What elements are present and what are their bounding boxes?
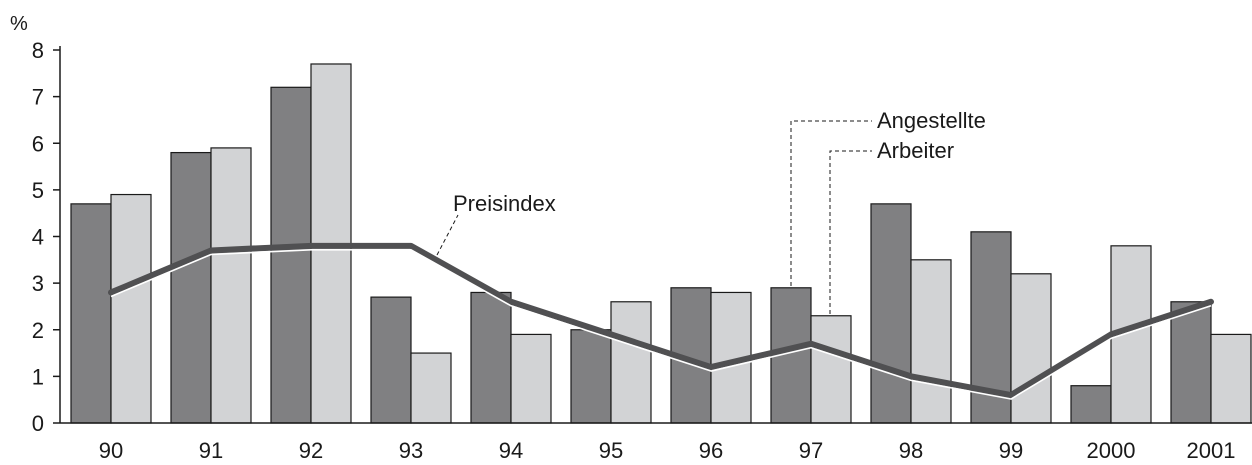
- bar-angestellte-95: [570, 329, 612, 424]
- angestellte-leader: [790, 120, 872, 286]
- x-tick-label: 97: [799, 438, 823, 463]
- x-tick-label: 2001: [1187, 438, 1236, 463]
- preisindex-line-highlight: [110, 249, 1212, 400]
- bar-angestellte-2000: [1070, 385, 1112, 424]
- x-tick-label: 93: [399, 438, 423, 463]
- x-tick-label: 95: [599, 438, 623, 463]
- x-tick-label: 96: [699, 438, 723, 463]
- bar-angestellte-91: [170, 151, 212, 424]
- bar-arbeiter-99: [1010, 273, 1052, 424]
- y-tick-label: 6: [32, 131, 44, 156]
- bar-arbeiter-91: [210, 147, 252, 424]
- bar-arbeiter-98: [910, 259, 952, 424]
- bar-angestellte-90: [70, 203, 112, 424]
- bar-arbeiter-95: [610, 301, 652, 424]
- y-tick-label: 8: [32, 38, 44, 63]
- bar-arbeiter-93: [410, 352, 452, 424]
- annotations: Angestellte Arbeiter Preisindex: [436, 108, 986, 314]
- y-tick-label: 5: [32, 178, 44, 203]
- y-tick-label: 7: [32, 85, 44, 110]
- y-unit-label: %: [10, 13, 28, 35]
- y-axis: 0 1 2 3 4 5 6 7 8: [32, 38, 61, 436]
- x-tick-label: 91: [199, 438, 223, 463]
- preisindex-line-stroke: [108, 242, 1214, 399]
- preisindex-leader: [436, 214, 459, 256]
- y-tick-label: 1: [32, 364, 44, 389]
- y-tick-label: 2: [32, 318, 44, 343]
- bar-arbeiter-94: [510, 333, 552, 424]
- x-tick-label: 2000: [1087, 438, 1136, 463]
- y-tick-label: 4: [32, 225, 44, 250]
- bar-angestellte-2001: [1170, 301, 1212, 424]
- y-tick-label: 0: [32, 411, 44, 436]
- angestellte-label: Angestellte: [877, 108, 986, 133]
- arbeiter-label: Arbeiter: [877, 138, 954, 163]
- x-tick-label: 94: [499, 438, 523, 463]
- bar-arbeiter-2001: [1210, 333, 1252, 424]
- x-tick-label: 90: [99, 438, 123, 463]
- x-tick-label: 92: [299, 438, 323, 463]
- bar-angestellte-93: [370, 296, 412, 424]
- preisindex-line: [108, 242, 1214, 400]
- bar-angestellte-94: [470, 291, 512, 424]
- x-tick-label: 98: [899, 438, 923, 463]
- bar-arbeiter-97: [810, 315, 852, 424]
- bar-angestellte-98: [870, 203, 912, 424]
- x-tick-label: 99: [999, 438, 1023, 463]
- x-axis: 90 91 92 93 94 95 96 97 98 99 2000 2001: [60, 422, 1252, 463]
- y-tick-label: 3: [32, 271, 44, 296]
- bar-arbeiter-90: [110, 193, 152, 424]
- bar-angestellte-92: [270, 86, 312, 424]
- bar-series: [70, 63, 1252, 424]
- arbeiter-leader: [829, 150, 872, 314]
- preisindex-label: Preisindex: [453, 191, 556, 216]
